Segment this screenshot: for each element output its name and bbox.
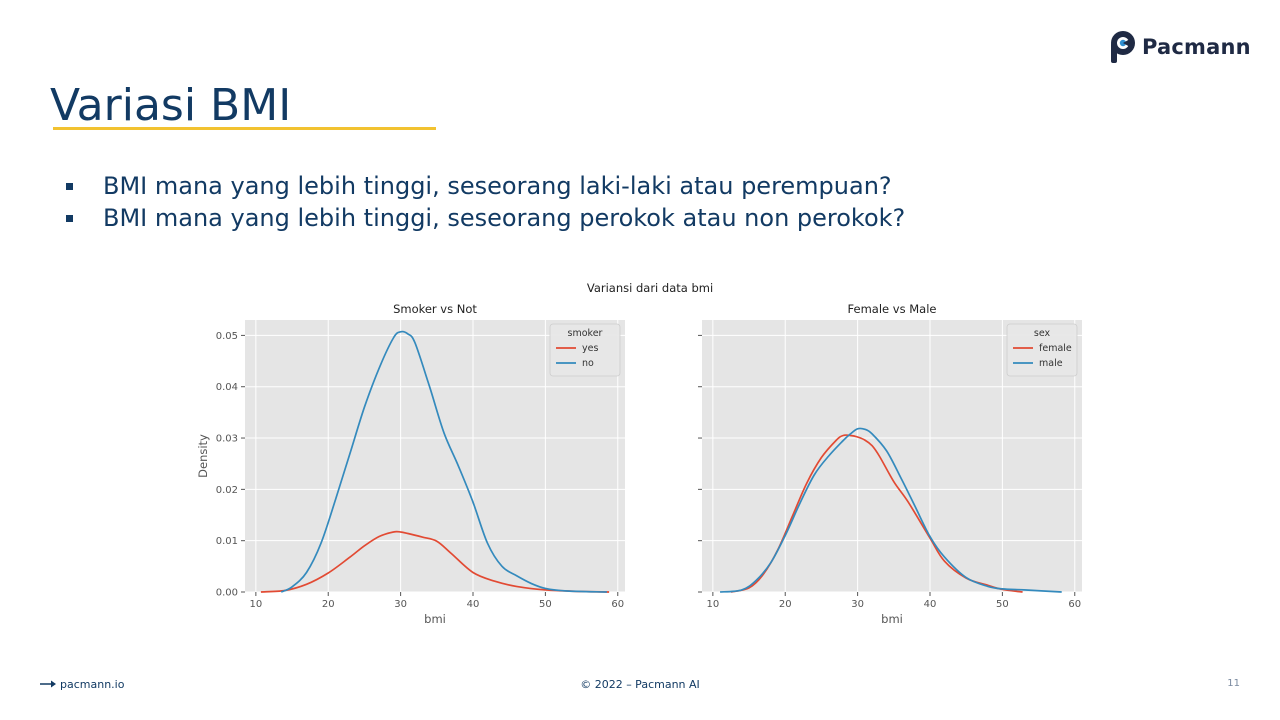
brand-logo: Pacmann [1110, 30, 1251, 64]
legend-label: male [1039, 358, 1063, 369]
panel-title: Female vs Male [848, 302, 937, 316]
pacmann-logo-icon [1111, 31, 1135, 63]
y-tick-label: 0.00 [216, 588, 238, 599]
y-axis-label: Density [196, 434, 210, 478]
footer-site-label: pacmann.io [60, 678, 125, 691]
arrow-right-icon [40, 678, 56, 691]
x-tick-label: 50 [539, 599, 552, 610]
x-tick-label: 60 [1068, 599, 1081, 610]
x-tick-label: 50 [996, 599, 1009, 610]
bullet-text: BMI mana yang lebih tinggi, seseorang la… [103, 172, 892, 200]
y-tick-label: 0.03 [216, 434, 238, 445]
series-line-yes [260, 530, 610, 593]
page-number: 11 [1227, 678, 1240, 689]
x-tick-label: 40 [924, 599, 937, 610]
x-axis-label: bmi [424, 612, 446, 626]
brand-name: Pacmann [1142, 35, 1251, 59]
bullet-marker-icon [66, 182, 73, 190]
series-line-male [720, 427, 1062, 593]
bmi-chart-figure: Variansi dari data bmi 10 20 30 40 50 60 0.00 0.… [190, 275, 1100, 635]
title-underline [53, 127, 436, 130]
x-tick-label: 10 [706, 599, 719, 610]
chart-panel: 10 20 30 40 50 60 0.00 0.01 0.02 0.03 0.04 0.05 Smok… [196, 302, 625, 626]
x-tick-label: 20 [779, 599, 792, 610]
chart-panel: 10 20 30 40 50 60 Female vs Male bmi sex female ma… [698, 302, 1082, 626]
series-line-female [730, 434, 1023, 593]
slide-title: Variasi BMI [50, 80, 292, 131]
bullet-marker-icon [66, 214, 73, 222]
legend-title: smoker [568, 328, 603, 339]
y-tick-label: 0.01 [216, 536, 238, 547]
x-axis-label: bmi [881, 612, 903, 626]
legend-title: sex [1034, 328, 1051, 339]
x-tick-label: 20 [322, 599, 335, 610]
legend-label: no [582, 358, 594, 369]
footer-site[interactable]: pacmann.io [40, 678, 124, 691]
bullet-item: BMI mana yang lebih tinggi, seseorang pe… [62, 202, 905, 234]
x-tick-label: 40 [467, 599, 480, 610]
x-tick-label: 30 [394, 599, 407, 610]
y-tick-label: 0.04 [216, 382, 238, 393]
chart-svg: Variansi dari data bmi 10 20 30 40 50 60 0.00 0.… [196, 281, 1082, 626]
x-tick-label: 60 [611, 599, 624, 610]
bullet-list: BMI mana yang lebih tinggi, seseorang la… [62, 170, 905, 234]
y-tick-label: 0.02 [216, 485, 238, 496]
y-tick-label: 0.05 [216, 331, 238, 342]
panel-title: Smoker vs Not [393, 302, 477, 316]
legend-label: yes [582, 343, 598, 354]
legend-label: female [1039, 343, 1072, 354]
bullet-text: BMI mana yang lebih tinggi, seseorang pe… [103, 204, 906, 232]
bullet-item: BMI mana yang lebih tinggi, seseorang la… [62, 170, 905, 202]
x-tick-label: 10 [249, 599, 262, 610]
footer-copyright: © 2022 – Pacmann AI [580, 678, 700, 691]
chart-suptitle: Variansi dari data bmi [587, 281, 713, 295]
legend: smoker yes no [549, 323, 621, 377]
series-line-no [280, 330, 607, 593]
x-tick-label: 30 [851, 599, 864, 610]
legend: sex female male [1006, 323, 1078, 377]
